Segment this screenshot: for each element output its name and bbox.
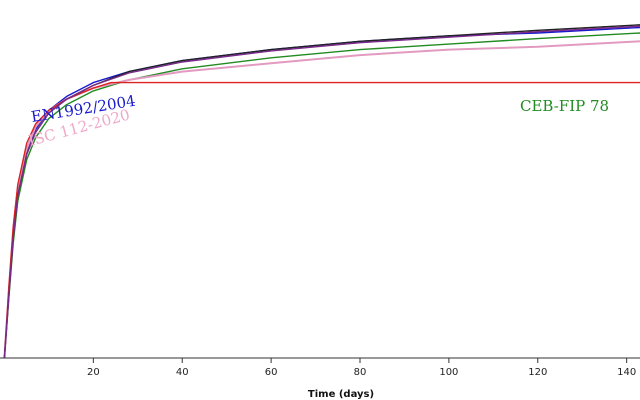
series-line-en1992-2004 xyxy=(3,26,640,359)
series-lines xyxy=(3,24,640,359)
x-tick-label: 140 xyxy=(617,367,636,378)
x-axis-title: Time (days) xyxy=(308,389,374,400)
x-tick-label: 40 xyxy=(176,367,189,378)
x-tick-label: 120 xyxy=(528,367,547,378)
x-tick-label: 80 xyxy=(354,367,367,378)
x-tick-label: 100 xyxy=(439,367,458,378)
x-tick-label: 20 xyxy=(87,367,100,378)
series-line-unlabeled-5 xyxy=(3,25,640,359)
series-line-unlabeled-3 xyxy=(3,81,640,359)
x-tick-label: 60 xyxy=(265,367,278,378)
x-axis-ticks: 20 40 60 80 100 120 140 xyxy=(87,358,636,378)
series-line-unlabeled-4 xyxy=(3,24,640,359)
series-line-ceb-fip-78 xyxy=(3,32,640,359)
series-label-ceb-fip: CEB-FIP 78 xyxy=(520,97,609,115)
